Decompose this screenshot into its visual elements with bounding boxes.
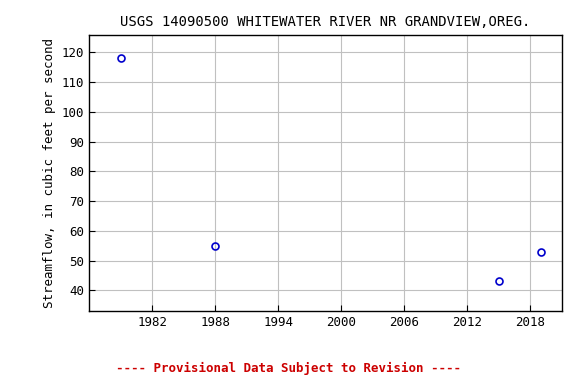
Title: USGS 14090500 WHITEWATER RIVER NR GRANDVIEW,OREG.: USGS 14090500 WHITEWATER RIVER NR GRANDV… [120, 15, 530, 29]
Text: ---- Provisional Data Subject to Revision ----: ---- Provisional Data Subject to Revisio… [116, 362, 460, 375]
Y-axis label: Streamflow, in cubic feet per second: Streamflow, in cubic feet per second [43, 38, 56, 308]
